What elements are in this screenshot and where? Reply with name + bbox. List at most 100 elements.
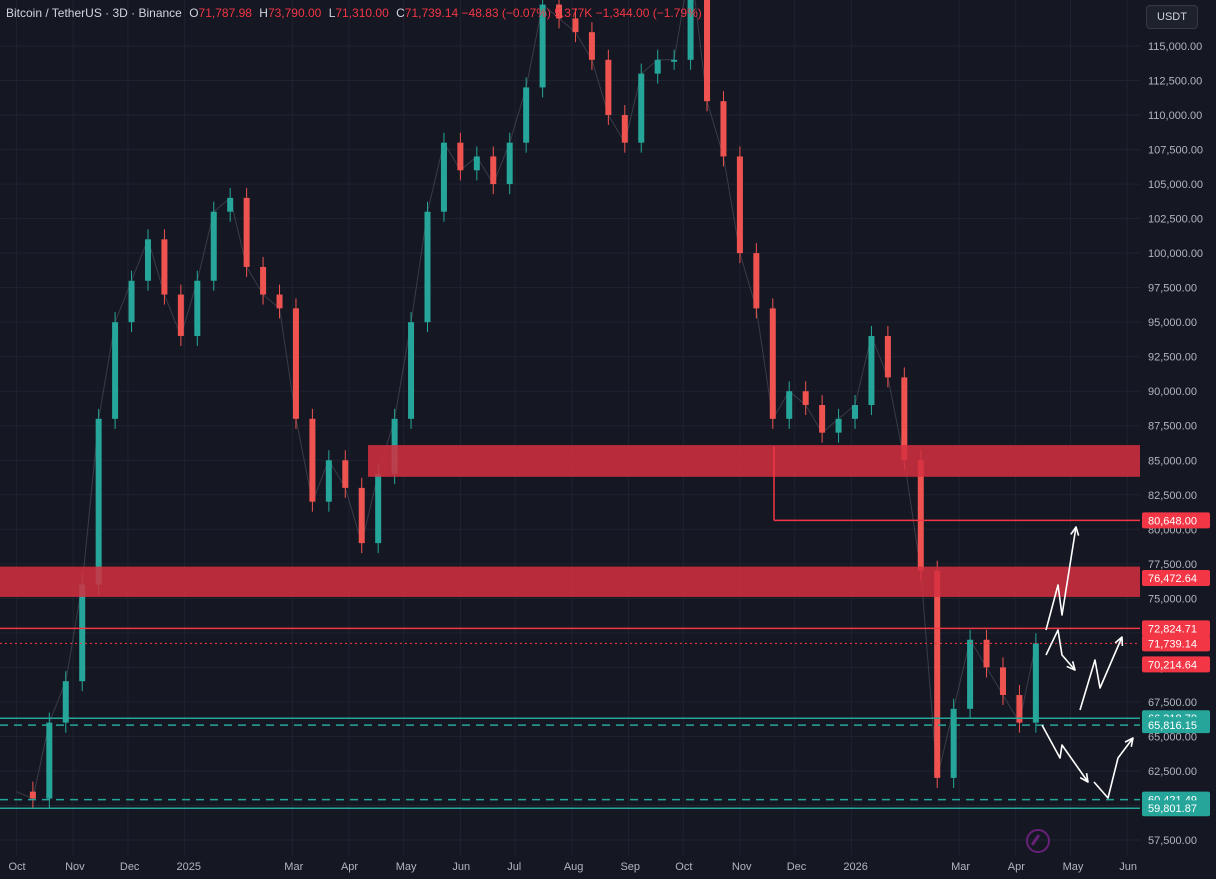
close-value: 71,739.14 [404,6,459,20]
candle-body [194,280,201,336]
y-axis-ticks: 57,500.0060,000.0062,500.0065,000.0067,5… [1148,41,1203,847]
price-label-red-3-bg [1142,620,1210,637]
candle-body [638,73,645,143]
candle-body [753,253,760,309]
price-label-green-4-bg [1142,800,1210,817]
x-tick-label: Apr [341,861,358,873]
candle-body [884,335,891,378]
y-tick-label: 112,500.00 [1148,76,1202,88]
candle-body [687,0,694,60]
price-label-green-2-bg [1142,717,1210,734]
y-tick-label: 67,500.00 [1148,697,1197,709]
projection-arrow [1045,526,1077,631]
x-tick-label: Mar [284,861,303,873]
candle-body [1016,695,1023,723]
candle-body [227,197,234,212]
y-tick-label: 115,000.00 [1148,41,1202,53]
price-label-red-4: 70,214.64 [1148,659,1197,671]
candle-body [177,294,184,336]
y-tick-label: 107,500.00 [1148,145,1203,157]
candle-body [95,418,102,585]
price-label-red-1: 80,648.00 [1148,515,1197,527]
y-tick-label: 82,500.00 [1148,490,1197,502]
candle-body [112,322,119,419]
low-value: 71,310.00 [335,6,389,20]
x-tick-label: Mar [951,861,970,873]
projection-arrow [1079,636,1123,711]
candle-body [835,418,842,433]
change-value-2: −1,344.00 (−1.79%) [595,6,702,20]
candle-body [556,4,563,19]
candle-body [62,681,69,723]
x-tick-label: Sep [620,861,640,873]
candle-body [802,391,809,406]
candle-body [457,142,464,171]
y-tick-label: 105,000.00 [1148,179,1203,191]
candle-body [325,460,332,502]
y-tick-label: 65,000.00 [1148,731,1197,743]
candle-body [490,156,497,185]
open-value: 71,787.98 [198,6,252,20]
x-axis-labels: Oct Nov Dec 2025 Mar Apr May Jun Jul Aug Sep Oct Nov… [8,861,1137,873]
price-badges: 80,648.00 76,472.64 72,824.71 71,739.14 70,2… [1142,512,1210,817]
x-tick-label: Dec [787,861,807,873]
x-tick-label: Jun [452,861,470,873]
candle-body [819,405,826,433]
y-tick-label: 77,500.00 [1148,559,1197,571]
candle-body [901,377,908,461]
candle-body [243,197,250,267]
price-label-green-2: 65,816.15 [1148,720,1197,732]
candle-body [868,335,875,406]
price-label-green-4: 59,801.87 [1148,803,1197,815]
x-tick-label: Jul [507,861,521,873]
price-label-current-bg [1142,635,1210,652]
y-tick-label: 110,000.00 [1148,110,1202,122]
y-tick-label: 85,000.00 [1148,455,1197,467]
y-tick-label: 100,000.00 [1148,248,1203,260]
projection-arrow [1045,629,1076,671]
candle-body [358,487,365,544]
resistance-zone-upper [368,445,1140,477]
candle-body [588,32,595,60]
candle-body [539,4,546,88]
volume-value: 5.377K [554,6,593,20]
x-tick-label: Apr [1008,861,1025,873]
symbol-header: Bitcoin / TetherUS · 3D · Binance O71,78… [6,6,702,20]
x-tick-label: Nov [732,861,752,873]
candle-body [1032,643,1039,723]
projection-arrows [1041,526,1134,799]
x-tick-label: Aug [564,861,584,873]
candle-body [736,156,743,254]
projection-arrow [1041,724,1089,783]
candle-body [506,142,513,185]
x-tick-label: Oct [675,861,692,873]
x-tick-label: 2026 [843,861,867,873]
high-value: 73,790.00 [267,6,322,20]
candle-body [572,18,579,33]
price-label-red-1-bg [1142,512,1210,529]
projection-arrow [1093,737,1134,799]
candle-body [375,474,382,544]
candle-body [704,0,711,102]
candle-body [720,101,727,157]
arrow-head [1066,661,1076,671]
currency-button[interactable]: USDT [1146,5,1198,29]
price-axis [1140,0,1216,879]
candle-body [473,156,480,171]
candle-body [408,322,415,419]
y-tick-label: 92,500.00 [1148,352,1197,364]
y-tick-label: 57,500.00 [1148,835,1197,847]
y-tick-label: 102,500.00 [1148,214,1203,226]
candle-body [29,791,36,799]
arrow-head [1114,636,1124,647]
y-tick-label: 87,500.00 [1148,421,1197,433]
symbol-title[interactable]: Bitcoin / TetherUS · 3D · Binance [6,6,182,20]
candle-body [934,570,941,778]
candle-body [342,460,349,488]
candle-body [967,639,974,709]
candle-body [983,639,990,668]
candle-body [605,59,612,116]
candle-body [424,211,431,323]
